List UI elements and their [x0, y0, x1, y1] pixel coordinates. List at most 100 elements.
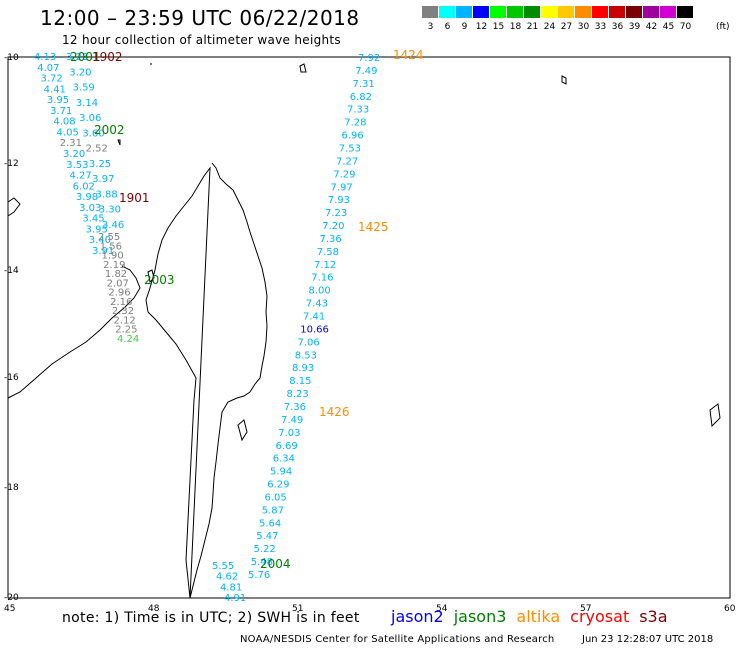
swh-value: 4.08 — [53, 117, 75, 128]
colorbar-cell: 70 — [677, 6, 694, 32]
longitude-label: 57 — [580, 604, 591, 614]
colorbar-swatch — [490, 6, 507, 18]
colorbar-label: 3 — [427, 22, 434, 32]
swh-value: 2.52 — [86, 144, 108, 155]
swh-value: 2.32 — [112, 306, 134, 317]
altimeter-tracks: 7.92 7.49 7.31 6.82 7.33 7.28 6.967.53 7.27 7.29… — [34, 52, 380, 604]
colorbar-cell: 42 — [643, 6, 660, 32]
swh-value: 7.31 — [353, 79, 375, 90]
swh-value: 7.58 — [317, 247, 339, 258]
swh-value: 6.82 — [350, 92, 372, 103]
swh-value: 3.25 — [89, 159, 111, 170]
colorbar-label: 24 — [543, 22, 556, 32]
colorbar-label: 12 — [475, 22, 488, 32]
reef-island-3 — [117, 139, 121, 146]
wave-height-colorbar: 3 6 9 12 15 18 21 24 27 30 33 36 39 42 45 70 — [422, 6, 694, 32]
swh-value: 4.41 — [44, 84, 66, 95]
colorbar-cell: 24 — [541, 6, 558, 32]
colorbar-unit: (ft) — [716, 22, 730, 32]
reef-island-2 — [561, 75, 567, 85]
colorbar-cell: 27 — [558, 6, 575, 32]
swh-value: 8.23 — [287, 389, 309, 400]
colorbar-label: 30 — [577, 22, 590, 32]
colorbar-cell: 45 — [660, 6, 677, 32]
swh-value: 3.71 — [50, 106, 72, 117]
swh-value: 3.45 — [82, 214, 104, 225]
swh-value: 3.30 — [99, 205, 121, 216]
swh-value: 4.62 — [216, 572, 238, 583]
swh-value: 6.02 — [73, 181, 95, 192]
mayotte-island — [147, 269, 155, 284]
swh-value: 2.25 — [115, 325, 137, 336]
swh-value: 7.92 — [358, 53, 380, 64]
colorbar-swatch — [473, 6, 490, 18]
islands — [7, 63, 721, 442]
swh-value: 5.94 — [270, 467, 292, 478]
colorbar-label: 39 — [628, 22, 641, 32]
colorbar-label: 42 — [645, 22, 658, 32]
chart-title: 12:00 – 23:59 UTC 06/22/2018 — [40, 6, 360, 30]
swh-value: 7.06 — [298, 337, 320, 348]
chart-subtitle: 12 hour collection of altimeter wave hei… — [62, 33, 341, 47]
colorbar-swatch — [524, 6, 541, 18]
swh-value: 4.13 — [34, 52, 56, 63]
colorbar-cell: 9 — [456, 6, 473, 32]
swh-value: 1.90 — [101, 251, 123, 262]
swh-value: 6.96 — [342, 131, 364, 142]
swh-value: 7.16 — [311, 273, 333, 284]
colorbar-swatch — [677, 6, 694, 18]
colorbar-cell: 21 — [524, 6, 541, 32]
colorbar-label: 70 — [679, 22, 692, 32]
latitude-label: -14 — [4, 266, 19, 276]
swh-value: 7.36 — [284, 402, 306, 413]
swh-value: 7.49 — [281, 415, 303, 426]
latitude-labels: -10 -12 -14 -16 -18 -20 — [4, 53, 19, 603]
pass-label: 1902 — [92, 50, 123, 64]
swh-value: 7.28 — [344, 118, 366, 129]
colorbar-swatch — [439, 6, 456, 18]
colorbar-label: 33 — [594, 22, 607, 32]
swh-value: 7.36 — [320, 234, 342, 245]
colorbar-cell: 3 — [422, 6, 439, 32]
latitude-label: -16 — [4, 373, 19, 383]
colorbar-label: 18 — [509, 22, 522, 32]
pass-label: 2004 — [260, 557, 291, 571]
swh-value: 1.82 — [105, 269, 127, 280]
colorbar-cell: 33 — [592, 6, 609, 32]
swh-value: 3.06 — [79, 113, 101, 124]
swh-value: 6.05 — [265, 492, 287, 503]
colorbar-swatch — [541, 6, 558, 18]
pass-label: 1425 — [358, 220, 389, 234]
swh-value: 2.07 — [107, 278, 129, 289]
swh-value: 7.49 — [355, 66, 377, 77]
swh-value: 6.34 — [273, 454, 295, 465]
swh-value: 3.14 — [76, 98, 98, 109]
map-frame — [7, 56, 731, 599]
swh-value: 4.91 — [224, 593, 246, 604]
generation-timestamp: Jun 23 12:28:07 UTC 2018 — [582, 634, 714, 645]
colorbar-label: 45 — [662, 22, 675, 32]
colorbar-swatch — [643, 6, 660, 18]
colorbar-cell: 39 — [626, 6, 643, 32]
colorbar-swatch — [609, 6, 626, 18]
swh-value: 10.66 — [300, 324, 329, 335]
longitude-label: 45 — [4, 604, 15, 614]
swh-value: 7.43 — [306, 299, 328, 310]
madagascar-coastline — [145, 162, 268, 599]
satellite-legend-cryosat: cryosat — [570, 607, 630, 626]
swh-value: 7.53 — [339, 143, 361, 154]
swh-value: 3.95 — [47, 95, 69, 106]
swh-value: 3.20 — [63, 149, 85, 160]
colorbar-swatch — [422, 6, 439, 18]
colorbar-cell: 30 — [575, 6, 592, 32]
swh-value: 3.59 — [73, 83, 95, 94]
pass-label: 1426 — [319, 405, 350, 419]
latitude-label: -20 — [4, 593, 19, 603]
mozambique-coastline — [7, 265, 141, 399]
latitude-label: -12 — [4, 159, 19, 169]
swh-value: 5.48 — [251, 557, 273, 568]
swh-value: 2.16 — [110, 297, 132, 308]
colorbar-swatch — [456, 6, 473, 18]
